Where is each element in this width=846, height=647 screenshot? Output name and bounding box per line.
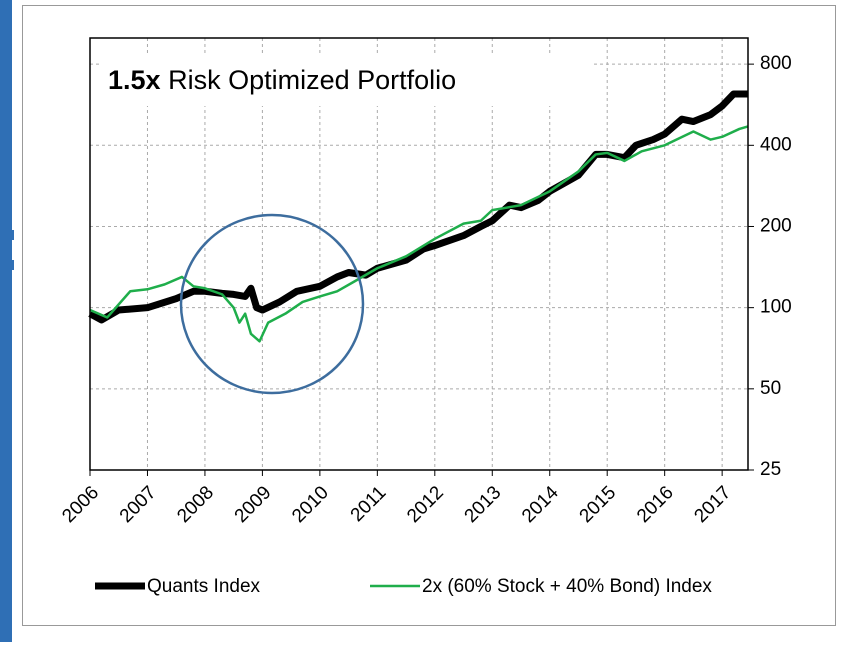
y-tick-label: 25: [760, 459, 781, 480]
side-marker: [0, 260, 14, 270]
legend-label: 2x (60% Stock + 40% Bond) Index: [422, 576, 712, 597]
title-box: [100, 56, 592, 106]
side-marker: [0, 230, 14, 240]
plot-frame: [89, 37, 749, 471]
y-tick-label: 50: [760, 378, 781, 399]
series-line: [89, 125, 749, 343]
side-strip: [0, 0, 12, 642]
chart-title: 1.5x Risk Optimized Portfolio: [108, 65, 456, 95]
title-prefix: 1.5x: [108, 65, 161, 95]
highlight-circle: [179, 213, 365, 395]
y-tick-label: 100: [760, 297, 792, 318]
y-tick-label: 800: [760, 53, 792, 74]
chart-frame: [22, 5, 836, 626]
legend: Quants Index 2x (60% Stock + 40% Bond) In…: [95, 576, 712, 597]
y-tick-label: 200: [760, 215, 792, 236]
title-text: Risk Optimized Portfolio: [168, 65, 456, 95]
y-tick-label: 400: [760, 134, 792, 155]
lines: [88, 90, 749, 343]
legend-label: Quants Index: [147, 576, 261, 597]
